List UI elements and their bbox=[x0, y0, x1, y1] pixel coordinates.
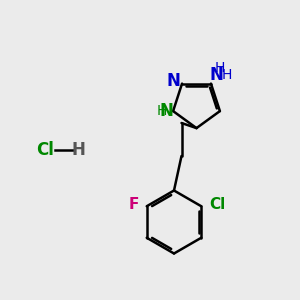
Text: H: H bbox=[214, 61, 224, 75]
Text: H: H bbox=[157, 104, 167, 118]
Text: H: H bbox=[221, 68, 232, 82]
Text: H: H bbox=[72, 141, 86, 159]
Text: F: F bbox=[129, 197, 139, 212]
Text: N: N bbox=[160, 102, 173, 120]
Text: N: N bbox=[209, 66, 223, 84]
Text: Cl: Cl bbox=[209, 197, 225, 212]
Text: Cl: Cl bbox=[36, 141, 54, 159]
Text: N: N bbox=[167, 72, 181, 90]
